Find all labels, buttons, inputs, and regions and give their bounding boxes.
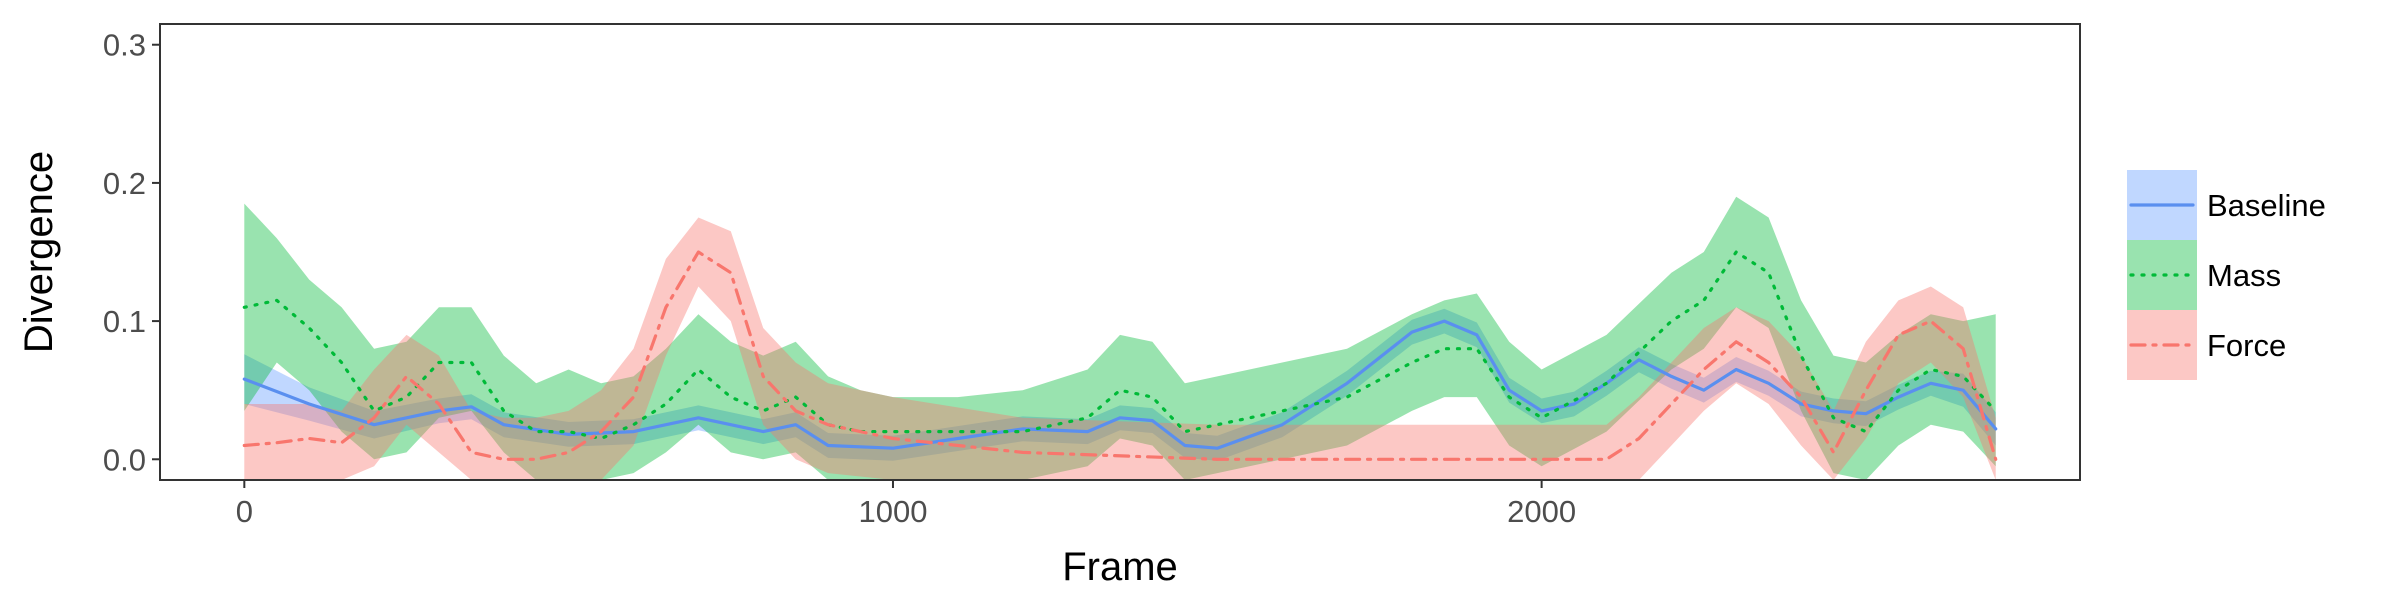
y-axis-title: Divergence (17, 151, 61, 353)
line-baseline (242, 319, 1998, 450)
legend-item-mass: Mass (2127, 240, 2281, 310)
plot-panel (160, 24, 2080, 480)
legend-item-baseline: Baseline (2127, 170, 2326, 240)
legend-label-baseline: Baseline (2207, 188, 2326, 223)
legend-label-force: Force (2207, 328, 2286, 363)
x-tick-label: 0 (236, 494, 253, 529)
plot-border (159, 23, 2081, 481)
legend-label-mass: Mass (2207, 258, 2281, 293)
y-axis: 0.0 0.1 0.2 0.3 (103, 28, 160, 477)
y-tick-label: 0.2 (103, 166, 146, 201)
y-tick-label: 0.3 (103, 28, 146, 63)
y-tick-label: 0.0 (103, 442, 146, 477)
series-lines (242, 250, 1998, 461)
legend-item-force: Force (2127, 310, 2286, 380)
line-force (242, 250, 1998, 461)
ribbon-force (244, 217, 1996, 480)
x-tick-label: 2000 (1507, 494, 1576, 529)
x-axis: 0 1000 2000 (236, 480, 1576, 529)
y-tick-label: 0.1 (103, 304, 146, 339)
x-axis-title: Frame (1062, 545, 1178, 589)
legend: Baseline Mass Force (2127, 170, 2326, 380)
x-tick-label: 1000 (858, 494, 927, 529)
